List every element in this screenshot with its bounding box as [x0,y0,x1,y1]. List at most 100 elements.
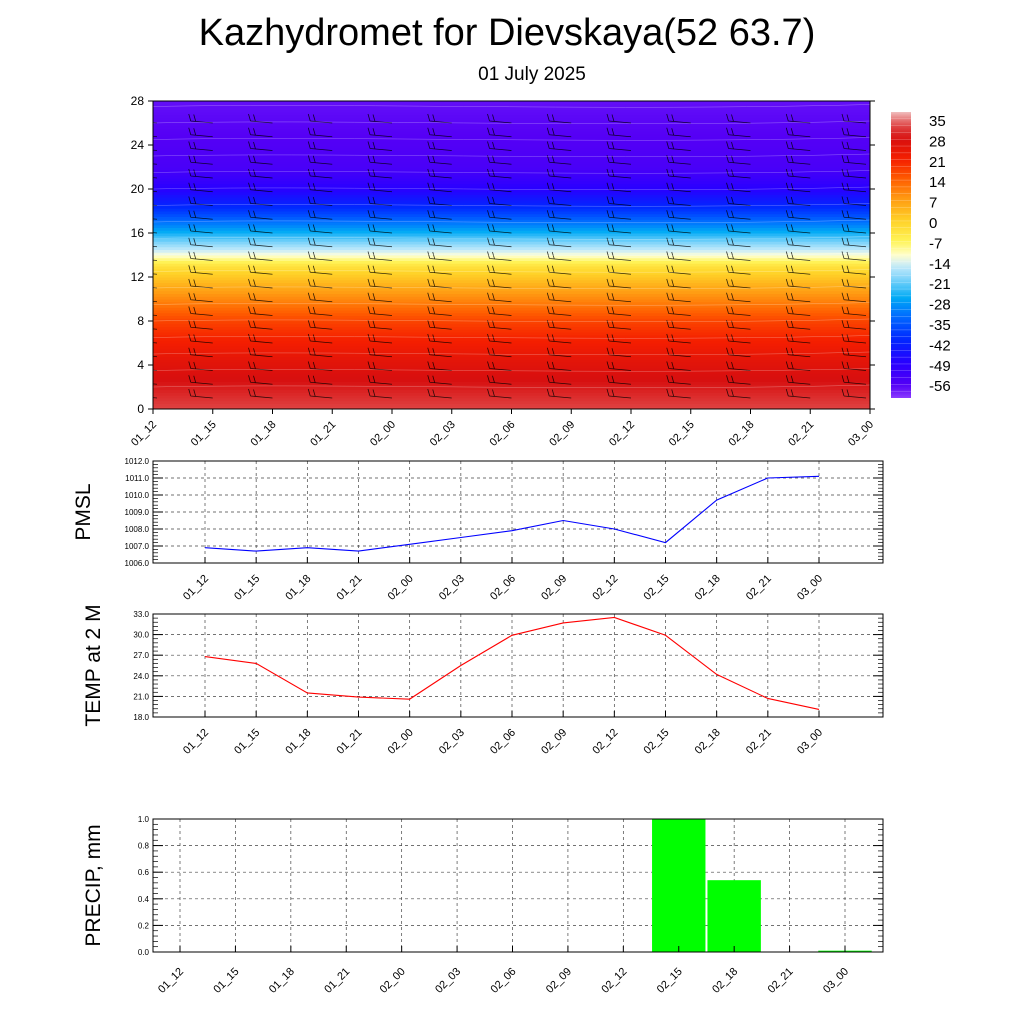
wind-barb [188,361,213,371]
heatmap-cell [153,213,870,217]
heatmap-cell [153,229,870,234]
x-tick-label: 01_12 [156,966,186,996]
colorbar-label: -14 [929,256,951,273]
y-tick-label: 28 [131,94,145,108]
x-tick-label: 02_18 [693,573,723,603]
contour-line [153,285,870,289]
wind-barb [487,155,512,165]
wind-barb [841,168,867,179]
x-tick-label: 01_21 [308,419,338,449]
wind-barb [367,347,393,358]
colorbar-label: 35 [929,113,946,130]
heatmap-cell [153,169,870,173]
wind-barb [367,127,393,138]
x-tick-label: 03_00 [795,573,825,603]
wind-barb [666,182,691,193]
heatmap-cell [153,111,870,116]
wind-barb [367,278,393,289]
wind-barb [546,182,572,193]
wind-barb [841,278,867,289]
wind-barb [841,251,867,261]
wind-barb [606,168,632,179]
wind-barb [606,292,632,303]
heatmap-cell [153,298,870,303]
wind-barb [188,320,213,330]
wind-barb [785,127,811,138]
heatmap-cell [153,262,870,267]
wind-barb [188,210,213,220]
heatmap-cell [153,348,870,352]
series-line [204,616,820,710]
heatmap-cell [153,122,870,127]
wind-barb [188,113,213,124]
wind-barb [487,196,512,206]
contour-line [153,137,870,141]
contour-line [153,236,870,240]
wind-barb [188,237,213,248]
wind-barb [188,306,213,316]
x-tick-label: 01_18 [249,419,279,449]
heatmap-cell [153,257,870,261]
heatmap-cell [153,101,870,105]
y-tick-label: 1006.0 [125,559,150,568]
colorbar-label: -56 [929,378,951,395]
heatmap-cell [153,403,870,407]
wind-barb [307,306,333,316]
wind-barb [546,375,572,385]
wind-barb [188,375,213,385]
heatmap-cell [153,381,870,385]
heatmap-cell [153,268,870,272]
wind-barb [188,278,213,289]
y-axis-title: PMSL [72,483,95,540]
heatmap-cell [153,152,870,157]
heatmap-cell [153,141,870,146]
contour-line [153,203,870,207]
wind-barb [666,127,691,138]
x-tick-label: 02_09 [547,419,577,449]
heatmap-cell [153,367,870,371]
y-tick-label: 27.0 [133,651,149,660]
wind-barb [841,375,867,385]
wind-barb [487,127,512,138]
x-tick-label: 02_00 [386,727,416,757]
wind-barb [188,223,213,234]
wind-barb [427,306,452,316]
wind-barb [427,375,452,385]
contour-line [153,186,870,190]
heatmap-cell [153,136,870,140]
wind-barb [248,210,273,220]
heatmap-cell [153,364,870,369]
y-tick-label: 1012.0 [125,457,150,466]
y-tick-label: 1008.0 [125,525,150,534]
x-tick-label: 01_21 [335,573,365,603]
heatmap-cell [153,246,870,250]
y-tick-label: 33.0 [133,610,149,619]
heatmap-cell [153,312,870,316]
x-tick-label: 02_21 [786,419,816,449]
heatmap-cell [153,243,870,248]
x-tick-label: 02_03 [428,419,458,449]
heatmap-cell [153,290,870,294]
wind-barb [726,210,751,220]
wind-barb [666,320,691,330]
heatmap-cell [153,260,870,264]
heatmap-cell [153,323,870,327]
wind-barb [487,320,512,330]
y-tick-label: 0.4 [138,895,150,904]
heatmap-cell [153,372,870,377]
colorbar-label: 0 [929,215,937,232]
x-tick-label: 02_00 [378,966,408,996]
contour-line [153,351,870,355]
heatmap-cell [153,163,870,168]
wind-barb [188,251,213,261]
wind-barb [785,196,811,206]
x-tick-label: 01_15 [232,727,262,757]
heatmap-cell [153,196,870,201]
wind-barb [307,251,333,261]
x-tick-label: 02_12 [607,419,637,449]
wind-barb [248,155,273,165]
wind-barb [427,141,452,151]
heatmap-cell [153,188,870,193]
wind-barb [785,375,811,385]
heatmap-cell [153,106,870,110]
